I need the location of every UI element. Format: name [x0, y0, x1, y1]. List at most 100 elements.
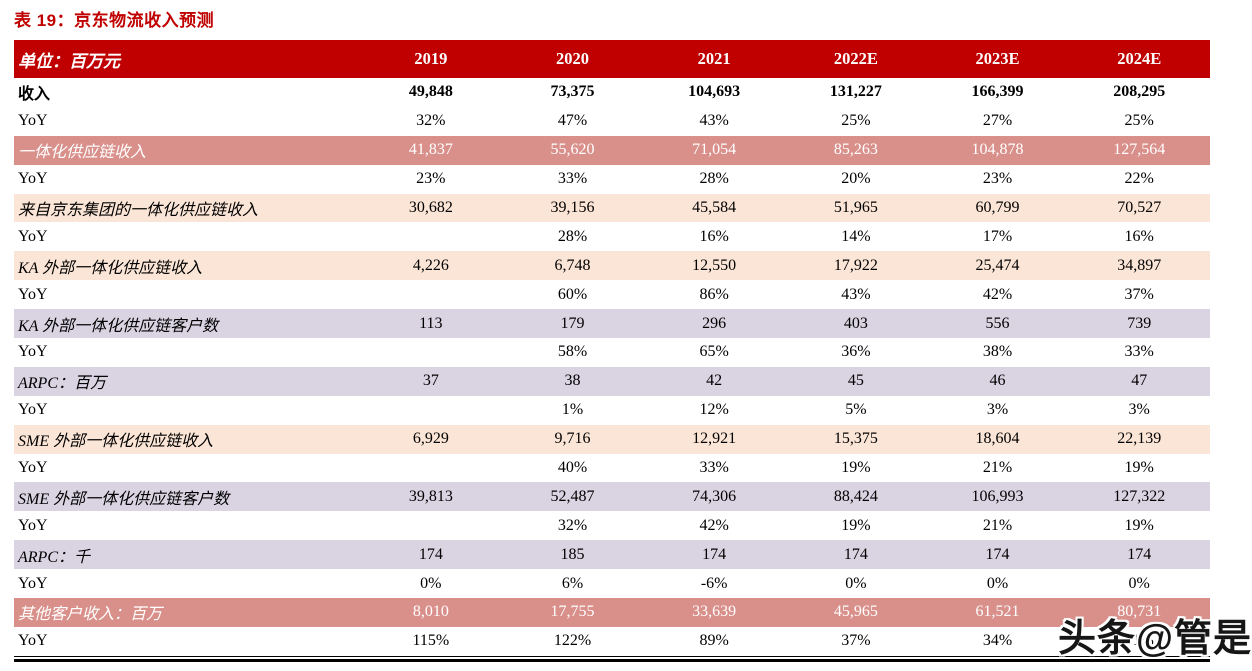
cell-value: 17,755 [550, 603, 595, 621]
cell-value: 38% [982, 343, 1013, 361]
table-row: YoY 32% 42% 19% 21% 19% [14, 511, 1210, 541]
table-row: YoY 58% 65% 36% 38% 33% [14, 338, 1210, 367]
cell-value: 32% [557, 516, 588, 534]
cell-value: 5% [845, 401, 867, 419]
column-header: 2019 [414, 49, 448, 68]
cell-value: 19% [841, 459, 871, 477]
cell-value: 34% [982, 632, 1013, 650]
cell-value: 36% [841, 343, 871, 361]
cell-value: 16% [699, 227, 729, 245]
cell-value: 37% [1124, 285, 1154, 303]
cell-value: 16% [1124, 227, 1154, 245]
row-label: ARPC：百万 [18, 375, 106, 393]
cell-value: 115% [412, 632, 450, 650]
cell-value: 25% [841, 112, 871, 130]
cell-value: 21% [982, 459, 1013, 477]
row-label: YoY [18, 285, 48, 303]
row-label: YoY [18, 459, 48, 477]
row-label: YoY [18, 170, 48, 188]
cell-value: 19% [841, 516, 871, 534]
row-label: SME 外部一体化供应链收入 [18, 433, 214, 451]
cell-value: 15,375 [833, 430, 878, 448]
cell-value: 61,521 [975, 603, 1020, 621]
cell-value: 39,156 [550, 199, 595, 216]
table-row: YoY 23% 33% 28% 20% 23% 22% [14, 164, 1210, 194]
cell-value: 55,620 [550, 141, 595, 159]
cell-value: 1% [561, 401, 584, 419]
cell-value: 42% [982, 285, 1013, 303]
cell-value: 46 [989, 372, 1006, 390]
cell-value: 174 [702, 545, 727, 563]
cell-value: 174 [843, 545, 868, 563]
cell-value: 37% [841, 632, 871, 650]
cell-value: 21% [982, 516, 1013, 534]
cell-value: 51,965 [833, 199, 878, 216]
cell-value: 179 [560, 314, 585, 332]
table-row: 一体化供应链收入 41,837 55,620 71,054 85,263 104,878 1… [14, 135, 1210, 165]
table-row: 收入 49,848 73,375 104,693 131,227 166,399 208,2… [14, 78, 1210, 107]
cell-value: 65% [699, 343, 729, 361]
cell-value: 131,227 [829, 83, 882, 101]
cell-value: 40% [557, 459, 588, 477]
cell-value: 60% [557, 285, 588, 303]
table-row: ARPC：千 174 185 174 174 174 174 [14, 540, 1210, 570]
cell-value: 60,799 [975, 199, 1020, 216]
cell-value: 45 [847, 372, 864, 390]
cell-value: 58% [557, 343, 588, 361]
cell-value: 45,965 [833, 603, 878, 621]
row-label: YoY [18, 401, 48, 419]
table-title: 表 19：京东物流收入预测 [14, 11, 215, 30]
table-row: YoY 115% 122% 89% 37% 34% 31% [14, 626, 1210, 656]
table-row: SME 外部一体化供应链客户数 39,813 52,487 74,306 88,424 1… [14, 482, 1210, 512]
table-row: YoY 28% 16% 14% 17% 16% [14, 222, 1210, 252]
cell-value: 20% [841, 170, 871, 188]
cell-value: 12,550 [692, 256, 737, 274]
cell-value: -6% [700, 574, 728, 592]
cell-value: 71,054 [692, 141, 737, 159]
cell-value: 104,693 [688, 83, 741, 101]
cell-value: 3% [986, 401, 1009, 419]
unit-label: 单位：百万元 [18, 51, 120, 71]
cell-value: 8,010 [412, 603, 449, 621]
table-row: KA 外部一体化供应链收入 4,226 6,748 12,550 17,922 25,47… [14, 251, 1210, 281]
bottom-rule-thin [14, 655, 1210, 657]
cell-value: 403 [843, 314, 868, 332]
cell-value: 0% [845, 574, 867, 592]
table-row: SME 外部一体化供应链收入 6,929 9,716 12,921 15,375 18,6… [14, 424, 1210, 454]
cell-value: 39,813 [408, 487, 453, 505]
cell-value: 174 [985, 545, 1010, 563]
cell-value: 12% [699, 401, 729, 419]
cell-value: 27% [982, 112, 1013, 130]
cell-value: 127,564 [1113, 141, 1166, 159]
row-label: YoY [18, 112, 48, 130]
cell-value: 19% [1124, 459, 1154, 477]
column-header: 2022E [833, 49, 878, 68]
column-header: 2020 [556, 49, 589, 68]
cell-value: 19% [1124, 516, 1154, 534]
bottom-rule-thick [14, 658, 1210, 663]
cell-value: 89% [699, 632, 729, 650]
cell-value: 208,295 [1113, 83, 1166, 101]
cell-value: 6% [561, 574, 584, 592]
column-header: 2023E [975, 49, 1020, 68]
cell-value: 33% [699, 459, 729, 477]
cell-value: 32% [416, 112, 446, 130]
cell-value: 47 [1131, 372, 1148, 390]
cell-value: 74,306 [692, 487, 737, 505]
table-body: 收入 49,848 73,375 104,693 131,227 166,399 208,2… [14, 78, 1210, 656]
cell-value: 296 [702, 314, 727, 332]
column-header: 2021 [697, 49, 731, 68]
cell-value: 0% [986, 574, 1009, 592]
cell-value: 33% [557, 170, 588, 188]
cell-value: 42% [699, 516, 729, 534]
cell-value: 42 [706, 372, 723, 390]
cell-value: 33,639 [692, 603, 737, 621]
table-row: 来自京东集团的一体化供应链收入 30,682 39,156 45,584 51,965 6… [14, 193, 1210, 223]
cell-value: 185 [560, 545, 585, 563]
cell-value: 6,929 [412, 430, 449, 448]
cell-value: 22,139 [1117, 430, 1162, 448]
cell-value: 127,322 [1113, 487, 1166, 505]
table-row: YoY 40% 33% 19% 21% 19% [14, 453, 1210, 483]
cell-value: 0% [420, 574, 442, 592]
cell-value: 23% [982, 170, 1013, 188]
